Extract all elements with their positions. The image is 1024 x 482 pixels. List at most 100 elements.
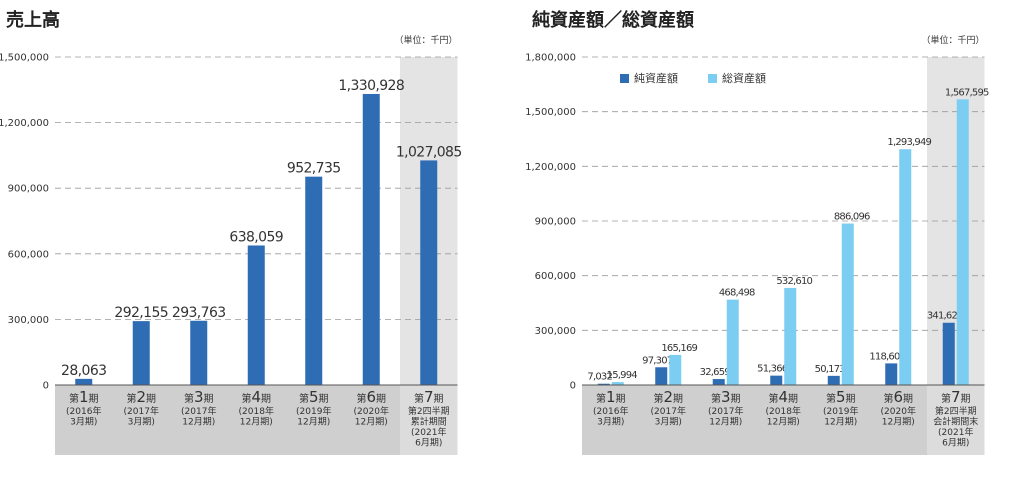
assets-data-label: 50,173	[815, 364, 846, 375]
sales-category-sublabel: (2019年	[296, 405, 331, 417]
sales-y-tick-label: 600,000	[8, 249, 49, 260]
assets-category-sublabel: 会計期間末	[933, 416, 978, 428]
assets-category-sublabel: 12月期)	[882, 417, 915, 428]
sales-bar-chart: （単位：千円） 0 300,000 600,000 900,000 1,200,000 1,…	[0, 34, 462, 455]
assets-category-band	[582, 385, 985, 455]
sales-category-sublabel: 第2四半期	[408, 405, 450, 417]
assets-data-label: 341,624	[927, 311, 963, 322]
sales-category-label: 第3期	[184, 388, 214, 406]
assets-category-label: 第6期	[883, 388, 913, 406]
assets-y-tick-label: 900,000	[535, 217, 576, 228]
sales-category-sublabel: (2020年	[354, 405, 389, 417]
sales-category-sublabel: 3月期)	[70, 417, 97, 428]
assets-category-sublabel: 12月期)	[824, 417, 857, 428]
assets-bar	[712, 379, 725, 385]
assets-category-label: 第4期	[768, 388, 798, 406]
assets-category-sublabel: 12月期)	[709, 417, 742, 428]
assets-bar	[827, 375, 840, 385]
sales-data-label: 28,063	[61, 363, 106, 379]
sales-unit-note: （単位：千円）	[394, 34, 457, 46]
assets-category-label: 第5期	[826, 388, 856, 406]
sales-bar	[190, 320, 208, 385]
assets-data-label: 32,659	[700, 367, 731, 378]
assets-category-band-highlight	[927, 385, 985, 455]
sales-bar	[247, 245, 265, 385]
sales-category-sublabel: 12月期)	[297, 417, 330, 428]
assets-data-label: 97,307	[642, 355, 673, 366]
assets-category-sublabel: 3月期)	[655, 417, 682, 428]
sales-bar	[75, 378, 93, 385]
assets-data-label: 51,366	[757, 364, 788, 375]
assets-category-sublabel: (2017年	[651, 405, 686, 417]
sales-category-band-highlight	[400, 385, 458, 455]
assets-data-label: 165,169	[661, 343, 697, 354]
sales-category-sublabel: 12月期)	[240, 417, 273, 428]
sales-bar	[132, 321, 150, 385]
assets-bar	[770, 375, 783, 385]
sales-category-label: 第5期	[299, 388, 329, 406]
assets-data-label: 1,567,595	[945, 87, 989, 98]
assets-legend-swatch	[620, 74, 629, 83]
assets-bar	[899, 149, 912, 385]
sales-category-sublabel: (2018年	[239, 405, 274, 417]
assets-category-sublabel: 3月期)	[597, 417, 624, 428]
assets-category-sublabel: (2018年	[766, 405, 801, 417]
assets-bar	[885, 363, 898, 385]
assets-y-tick-label: 1,200,000	[525, 162, 576, 173]
sales-category-label: 第4期	[241, 388, 271, 406]
assets-bar	[841, 223, 854, 385]
assets-bar	[669, 354, 682, 385]
assets-data-label: 15,994	[607, 370, 638, 381]
sales-category-sublabel: 6月期)	[415, 438, 442, 449]
assets-data-label: 7,032	[587, 372, 612, 383]
assets-bar	[655, 367, 668, 385]
sales-y-tick-label: 1,200,000	[0, 118, 49, 129]
assets-data-label: 886,096	[834, 212, 870, 223]
sales-category-sublabel: (2017年	[124, 405, 159, 417]
assets-legend-label: 純資産額	[634, 72, 678, 85]
assets-chart-title: 純資産額／総資産額	[532, 10, 694, 31]
assets-y-tick-label: 0	[570, 381, 576, 392]
sales-category-sublabel: 12月期)	[355, 417, 388, 428]
sales-data-label: 293,763	[172, 305, 226, 321]
sales-y-tick-label: 0	[43, 381, 49, 392]
assets-data-label: 532,610	[776, 276, 812, 287]
sales-data-label: 952,735	[287, 161, 341, 177]
sales-category-sublabel: (2016年	[66, 405, 101, 417]
sales-category-sublabel: 累計期間	[411, 416, 447, 428]
assets-category-sublabel: 12月期)	[767, 417, 800, 428]
sales-data-label: 638,059	[229, 229, 283, 245]
sales-data-label: 292,155	[114, 305, 168, 321]
assets-category-label: 第7期	[941, 388, 971, 406]
assets-bar	[942, 322, 955, 385]
sales-bar	[362, 93, 380, 386]
sales-bar	[305, 176, 323, 385]
assets-bar	[611, 382, 624, 385]
sales-category-label: 第1期	[69, 388, 99, 406]
assets-category-sublabel: (2020年	[881, 405, 916, 417]
sales-category-sublabel: (2021年	[411, 426, 446, 438]
sales-category-label: 第6期	[356, 388, 386, 406]
assets-bar-chart: （単位：千円） 0 300,000 600,000 900,000 1,200,000 1,…	[525, 34, 990, 455]
assets-category-sublabel: (2017年	[708, 405, 743, 417]
assets-category-label: 第3期	[711, 388, 741, 406]
sales-category-sublabel: 12月期)	[182, 417, 215, 428]
sales-bar	[420, 160, 438, 385]
sales-data-label: 1,027,085	[396, 144, 462, 160]
assets-legend-swatch	[708, 74, 717, 83]
assets-unit-note: （単位：千円）	[921, 34, 984, 46]
assets-data-label: 468,498	[719, 288, 755, 299]
sales-category-band	[55, 385, 458, 455]
assets-bar	[726, 299, 739, 385]
assets-category-sublabel: 第2四半期	[935, 405, 977, 417]
assets-y-tick-label: 300,000	[535, 326, 576, 337]
assets-data-label: 118,608	[869, 351, 905, 362]
assets-y-tick-label: 1,800,000	[525, 53, 576, 64]
assets-category-label: 第2期	[653, 388, 683, 406]
assets-category-sublabel: (2019年	[823, 405, 858, 417]
sales-y-tick-label: 900,000	[8, 184, 49, 195]
assets-data-label: 1,293,949	[887, 137, 931, 148]
assets-y-tick-label: 600,000	[535, 271, 576, 282]
sales-y-tick-label: 300,000	[8, 315, 49, 326]
